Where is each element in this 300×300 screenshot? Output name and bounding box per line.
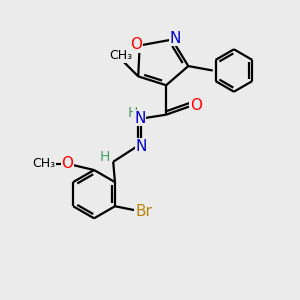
Text: H: H xyxy=(99,150,110,164)
Text: CH₃: CH₃ xyxy=(109,49,132,62)
Text: O: O xyxy=(190,98,202,113)
Text: O: O xyxy=(130,38,142,52)
Text: N: N xyxy=(134,111,146,126)
Text: O: O xyxy=(61,156,74,171)
Text: Br: Br xyxy=(135,204,152,219)
Text: N: N xyxy=(169,31,181,46)
Text: N: N xyxy=(136,139,147,154)
Text: CH₃: CH₃ xyxy=(32,157,55,170)
Text: H: H xyxy=(128,106,138,120)
